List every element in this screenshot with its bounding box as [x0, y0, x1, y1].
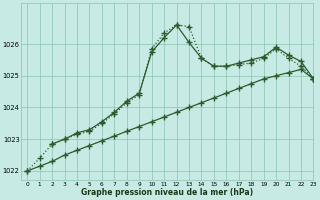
X-axis label: Graphe pression niveau de la mer (hPa): Graphe pression niveau de la mer (hPa) [81, 188, 253, 197]
